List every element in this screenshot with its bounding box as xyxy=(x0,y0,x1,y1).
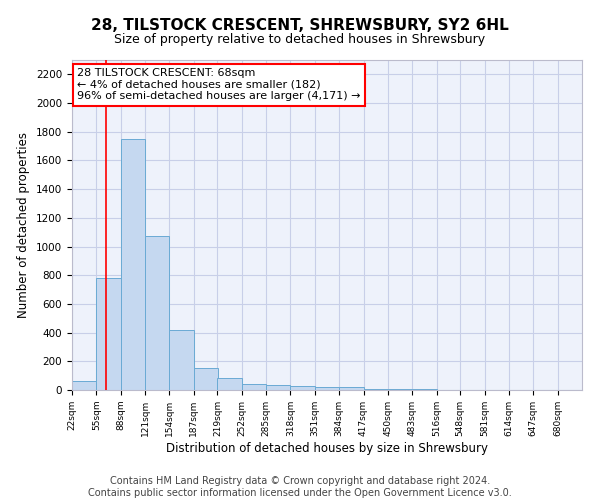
Bar xyxy=(145,236,169,390)
Bar xyxy=(266,385,290,390)
Bar xyxy=(242,384,266,390)
X-axis label: Distribution of detached houses by size in Shrewsbury: Distribution of detached houses by size … xyxy=(166,442,488,454)
Bar xyxy=(315,387,339,390)
Text: Size of property relative to detached houses in Shrewsbury: Size of property relative to detached ho… xyxy=(115,32,485,46)
Text: Contains HM Land Registry data © Crown copyright and database right 2024.
Contai: Contains HM Land Registry data © Crown c… xyxy=(88,476,512,498)
Bar xyxy=(72,382,97,390)
Bar xyxy=(169,330,194,390)
Y-axis label: Number of detached properties: Number of detached properties xyxy=(17,132,31,318)
Bar xyxy=(97,278,121,390)
Text: 28 TILSTOCK CRESCENT: 68sqm
← 4% of detached houses are smaller (182)
96% of sem: 28 TILSTOCK CRESCENT: 68sqm ← 4% of deta… xyxy=(77,68,361,102)
Text: 28, TILSTOCK CRESCENT, SHREWSBURY, SY2 6HL: 28, TILSTOCK CRESCENT, SHREWSBURY, SY2 6… xyxy=(91,18,509,32)
Bar xyxy=(339,387,364,390)
Bar xyxy=(217,378,242,390)
Bar xyxy=(364,388,388,390)
Bar xyxy=(290,386,315,390)
Bar xyxy=(194,368,218,390)
Bar xyxy=(121,139,145,390)
